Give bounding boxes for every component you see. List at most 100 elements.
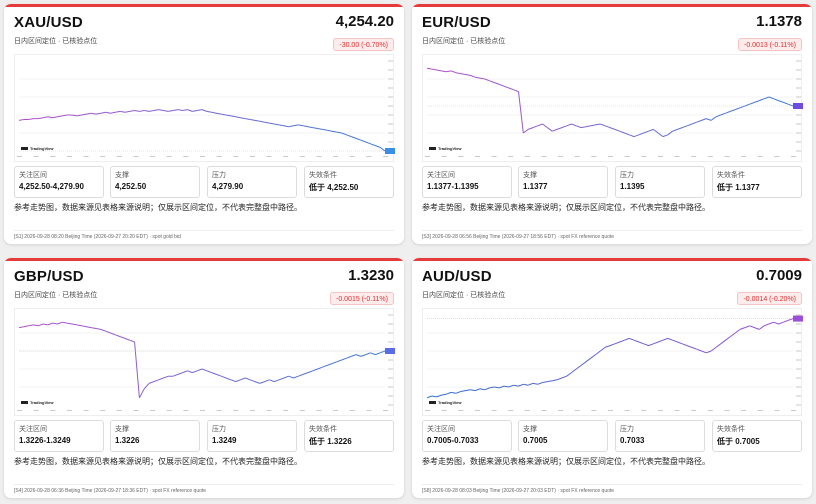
axis-tick <box>388 386 393 388</box>
price-line-segment <box>739 105 746 109</box>
axis-tick <box>458 410 464 411</box>
price-line-segment <box>303 125 309 128</box>
price-line-segment <box>600 123 606 127</box>
last-price-tag <box>793 103 803 109</box>
price-line-segment <box>42 116 48 119</box>
price-line-segment <box>235 379 241 383</box>
price-line-segment <box>33 324 39 327</box>
axis-tick <box>100 410 106 411</box>
price-line-segment <box>426 395 432 399</box>
chart-note: 参考走势图，数据来源见表格来源说明；仅展示区间定位，不代表完整盘中路径。 <box>14 457 302 466</box>
price-line-segment <box>725 336 731 341</box>
tradingview-icon <box>429 401 436 405</box>
axis-tick <box>166 156 172 157</box>
card-accent-bar <box>412 4 812 7</box>
axis-tick <box>591 156 597 157</box>
change-badge: -0.0014 (-0.20%) <box>737 292 802 305</box>
source-footer: [S1] 2026-09-28 08:20 Beijing Time (2026… <box>14 234 181 240</box>
price-line-segment <box>585 125 591 128</box>
price-line-segment <box>134 110 140 112</box>
pair-title: AUD/USD <box>422 268 492 285</box>
price-line-segment <box>370 143 376 147</box>
axis-tick <box>33 156 39 157</box>
price-line-segment <box>62 321 68 324</box>
price-line-segment <box>605 125 611 129</box>
price-line-segment <box>298 373 304 377</box>
box-value: 4,252.50-4,279.90 <box>19 182 84 191</box>
price-line-segment <box>245 118 251 120</box>
price-line-segment <box>76 324 82 327</box>
axis-tick <box>17 410 22 411</box>
price-line-segment <box>225 377 232 381</box>
price-line-segment <box>91 327 97 329</box>
box-invalidation: 失效条件 低于 1.3226 <box>304 420 394 452</box>
price-chart[interactable]: TradingView <box>422 54 803 162</box>
last-price: 0.7009 <box>756 267 802 284</box>
price-line-segment <box>758 325 765 330</box>
price-line-segment <box>254 119 260 122</box>
price-line-segment <box>696 119 702 123</box>
price-line-segment <box>768 96 774 100</box>
axis-tick <box>796 114 801 116</box>
price-line-segment <box>494 386 500 389</box>
price-chart[interactable]: TradingView <box>14 308 395 416</box>
price-line-segment <box>211 111 217 114</box>
pair-title: GBP/USD <box>14 268 84 285</box>
price-line-segment <box>595 350 601 356</box>
price-line-segment <box>619 130 625 134</box>
chart-note: 参考走势图，数据来源见表格来源说明；仅展示区间定位，不代表完整盘中路径。 <box>422 203 710 212</box>
card-subtitle: 日内区间定位 · 已核验点位 <box>14 38 98 45</box>
axis-tick <box>774 410 780 411</box>
price-line-segment <box>508 87 514 91</box>
price-line-segment <box>235 116 241 119</box>
price-line-segment <box>346 134 352 138</box>
price-line-segment <box>547 380 553 383</box>
price-line-segment <box>436 394 442 398</box>
price-line-segment <box>278 377 285 381</box>
price-line-segment <box>576 125 582 129</box>
box-value: 1.3226-1.3249 <box>19 436 71 445</box>
price-line-segment <box>331 361 338 365</box>
price-line-segment <box>657 132 664 138</box>
axis-tick <box>796 323 801 325</box>
price-line-segment <box>201 109 207 112</box>
price-line-segment <box>754 327 760 330</box>
level-boxes: 关注区间 0.7005-0.7033 支撑 0.7005 压力 0.7033 失效条件… <box>422 420 802 452</box>
price-line-segment <box>489 386 495 389</box>
axis-tick <box>83 410 89 411</box>
price-line-segment <box>715 114 721 118</box>
price-line-segment <box>768 321 774 325</box>
price-line-segment <box>124 110 130 113</box>
price-line-segment <box>187 109 193 112</box>
price-line-segment <box>302 372 309 375</box>
price-line-segment <box>749 325 755 329</box>
axis-tick <box>216 156 222 157</box>
axis-tick <box>796 60 801 62</box>
axis-tick <box>425 410 430 411</box>
divider <box>14 484 394 485</box>
price-line-segment <box>788 103 794 107</box>
price-line-segment <box>523 128 529 134</box>
box-invalidation: 失效条件 低于 1.1377 <box>712 166 802 198</box>
price-line-segment <box>513 89 519 93</box>
price-line-segment <box>76 114 82 117</box>
price-line-segment <box>95 112 101 115</box>
price-line-segment <box>725 110 731 114</box>
price-line-segment <box>566 123 572 127</box>
axis-tick <box>388 341 393 343</box>
axis-tick <box>657 410 663 411</box>
price-line-segment <box>503 385 509 388</box>
price-chart[interactable]: TradingView <box>422 308 803 416</box>
price-line-segment <box>370 352 376 356</box>
box-label: 压力 <box>620 172 634 179</box>
axis-tick <box>796 132 801 134</box>
price-line-segment <box>503 85 510 89</box>
axis-tick <box>491 156 497 157</box>
box-value: 低于 4,252.50 <box>309 183 359 192</box>
price-line-segment <box>527 382 534 386</box>
price-chart[interactable]: TradingView <box>14 54 395 162</box>
price-line-segment <box>629 337 635 341</box>
price-line-segment <box>494 82 500 85</box>
price-line-segment <box>230 379 236 383</box>
price-line-segment <box>18 326 24 329</box>
